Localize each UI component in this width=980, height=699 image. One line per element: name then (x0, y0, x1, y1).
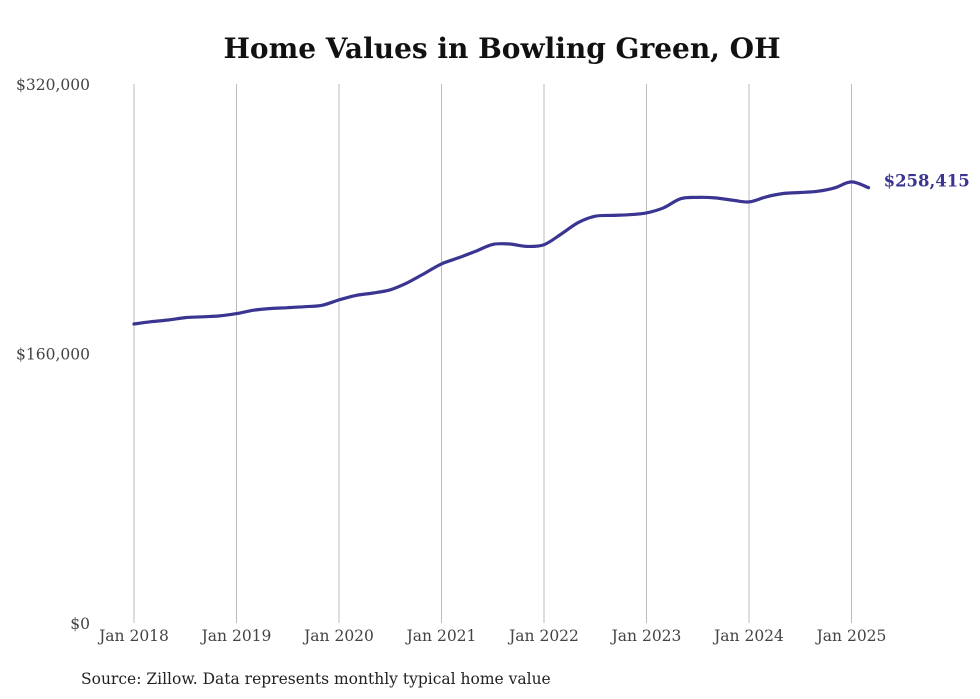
x-tick-label: Jan 2024 (712, 627, 784, 645)
series-layer (132, 180, 871, 326)
y-axis-ticks: $0 $160,000 $320,000 (16, 76, 90, 633)
end-value-label: $258,415 (884, 172, 970, 191)
x-tick-label: Jan 2025 (815, 627, 887, 645)
chart-title: Home Values in Bowling Green, OH (223, 32, 780, 65)
x-tick-label: Jan 2020 (302, 627, 374, 645)
x-axis-ticks: Jan 2018 Jan 2019 Jan 2020 Jan 2021 Jan 2022… (97, 627, 886, 645)
source-note: Source: Zillow. Data represents monthly … (81, 670, 551, 688)
x-tick-label: Jan 2019 (200, 627, 272, 645)
y-tick-label: $320,000 (16, 76, 90, 94)
y-tick-label: $0 (70, 615, 90, 633)
grid-lines (133, 84, 852, 623)
x-tick-label: Jan 2022 (507, 627, 579, 645)
x-tick-label: Jan 2018 (97, 627, 169, 645)
x-tick-label: Jan 2021 (405, 627, 477, 645)
series-line (132, 180, 871, 326)
y-tick-label: $160,000 (16, 346, 90, 364)
x-tick-label: Jan 2023 (610, 627, 682, 645)
